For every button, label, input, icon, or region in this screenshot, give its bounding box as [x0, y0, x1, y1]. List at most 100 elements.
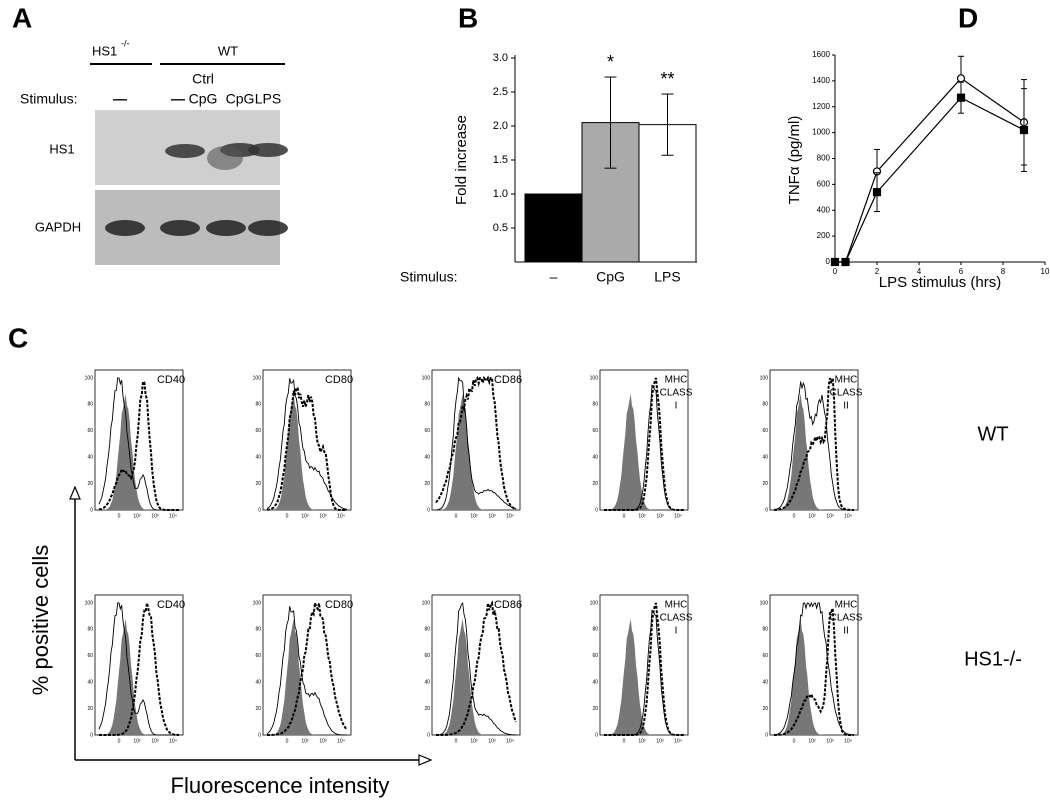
- isotype-area: [99, 618, 179, 735]
- group-sup: -/-: [121, 38, 130, 48]
- panel-label: A: [12, 2, 32, 33]
- x-prefix: Stimulus:: [400, 269, 458, 285]
- x-tick-label: 10²: [133, 513, 141, 519]
- y-tick-label: 60: [255, 653, 261, 659]
- marker-label: MHC: [665, 375, 688, 386]
- y-tick-label: 20: [424, 481, 430, 487]
- point: [956, 74, 966, 83]
- x-tick-label: 10³: [826, 738, 834, 744]
- x-tick-label: 10²: [301, 513, 309, 519]
- histogram: CD86 0 20 40 60 80 100 0 10² 10³ 10⁴: [422, 594, 522, 744]
- histogram: MHC CLASS II 0 20 40 60 80 100 0 10² 10³ 10⁴: [760, 369, 863, 519]
- line: [835, 77, 1025, 263]
- histogram: MHC CLASS II 0 20 40 60 80 100 0 10² 10³ 10⁴: [760, 594, 863, 744]
- histogram: CD40 0 20 40 60 80 100 0 10² 10³ 10⁴: [85, 369, 185, 519]
- marker-label: CD80: [325, 374, 353, 386]
- x-tick-label: 0: [623, 738, 626, 744]
- x-tick-label: 0: [623, 513, 626, 519]
- solid-curve: [98, 377, 179, 511]
- solid-curve: [435, 376, 517, 511]
- y-tick-label: 800: [817, 154, 831, 163]
- dashed-curve: [435, 600, 517, 736]
- y-tick-label: 1600: [812, 50, 830, 59]
- y-tick-label: 80: [424, 402, 430, 408]
- x-tick-label: 8: [1001, 267, 1006, 276]
- group-label: HS1: [92, 43, 117, 58]
- x-tick-label: 0: [793, 738, 796, 744]
- y-tick-label: 0: [595, 732, 598, 738]
- x-tick-label: 0: [455, 513, 458, 519]
- point: [1019, 125, 1029, 135]
- marker-label: I: [675, 401, 678, 412]
- y-tick-label: 20: [424, 706, 430, 712]
- x-tick-label: 10²: [133, 738, 141, 744]
- marker-label: CD80: [325, 599, 353, 611]
- x-tick-label: 10²: [301, 738, 309, 744]
- panel-label: B: [458, 2, 478, 33]
- y-tick-label: 40: [592, 680, 598, 686]
- y-tick-label: 0: [258, 507, 261, 513]
- y-tick-label: 60: [762, 428, 768, 434]
- line: [835, 96, 1025, 263]
- lane-label: Ctrl: [192, 71, 214, 87]
- y-tick-label: 0: [826, 257, 831, 266]
- histogram: CD80 0 20 40 60 80 100 0 10² 10³ 10⁴: [253, 594, 353, 744]
- y-tick-label: 200: [817, 231, 831, 240]
- marker-label: MHC: [665, 600, 688, 611]
- y-tick-label: 20: [762, 481, 768, 487]
- band: [248, 220, 288, 236]
- x-tick-label: 10³: [656, 513, 664, 519]
- band: [248, 143, 288, 157]
- lane-label: CpG: [189, 91, 218, 107]
- y-tick-label: 0: [90, 732, 93, 738]
- x-axis-label: Fluorescence intensity: [171, 773, 390, 798]
- x-tick-label: 10³: [656, 738, 664, 744]
- point: [830, 257, 840, 267]
- x-tick-label: 6: [959, 267, 964, 276]
- annotation: *: [607, 52, 614, 72]
- y-tick-label: 40: [87, 680, 93, 686]
- row-label: HS1-/-: [964, 648, 1022, 670]
- y-tick-label: 20: [592, 706, 598, 712]
- y-tick-label: 40: [762, 455, 768, 461]
- dashed-curve: [435, 375, 517, 511]
- x-tick-label: 10³: [151, 738, 159, 744]
- row-label: HS1: [49, 141, 74, 156]
- y-tick-label: 20: [255, 481, 261, 487]
- x-tick-label: 0: [833, 267, 838, 276]
- x-tick-label: 10²: [470, 738, 478, 744]
- y-tick-label: 0: [595, 507, 598, 513]
- band: [206, 220, 246, 236]
- y-tick-label: 20: [762, 706, 768, 712]
- y-tick-label: 20: [87, 481, 93, 487]
- x-tick-label: 10³: [319, 513, 327, 519]
- y-tick-label: 1.5: [493, 154, 508, 166]
- x-tick-label: 10⁴: [337, 513, 345, 519]
- y-tick-label: 40: [592, 455, 598, 461]
- y-tick-label: 40: [762, 680, 768, 686]
- y-tick-label: 80: [592, 627, 598, 633]
- x-tick-label: 10³: [319, 738, 327, 744]
- y-tick-label: 1200: [812, 102, 830, 111]
- x-tick-label: 10³: [151, 513, 159, 519]
- solid-curve: [435, 601, 517, 736]
- y-tick-label: 80: [424, 627, 430, 633]
- y-tick-label: 40: [424, 680, 430, 686]
- lane-label: —: [171, 91, 185, 107]
- marker-label: CD40: [157, 599, 185, 611]
- marker-label: MHC: [835, 600, 858, 611]
- y-tick-label: 60: [255, 428, 261, 434]
- band: [105, 220, 145, 236]
- y-tick-label: 100: [760, 600, 769, 606]
- marker-label: II: [843, 401, 849, 412]
- isotype-area: [267, 393, 347, 510]
- y-tick-label: 3.0: [493, 52, 508, 64]
- lane-label: —: [113, 91, 127, 107]
- point: [872, 188, 882, 197]
- y-tick-label: 80: [87, 402, 93, 408]
- y-tick-label: 100: [422, 600, 431, 606]
- y-tick-label: 0: [258, 732, 261, 738]
- lane-label: LPS: [255, 91, 281, 107]
- stimulus-label: Stimulus:: [20, 91, 78, 107]
- y-tick-label: 60: [424, 428, 430, 434]
